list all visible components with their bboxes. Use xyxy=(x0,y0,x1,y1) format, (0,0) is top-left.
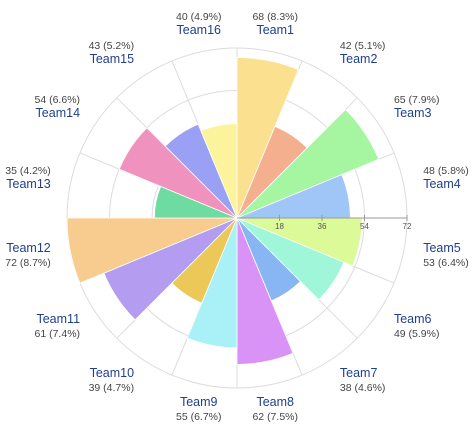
value-label-team13: 35 (4.2%) xyxy=(5,165,51,177)
slice-team3 xyxy=(236,108,380,219)
category-label-team12: Team12 xyxy=(6,241,51,255)
radial-tick-label: 54 xyxy=(360,222,369,231)
slice-team15 xyxy=(164,123,238,219)
value-label-team9: 55 (6.7%) xyxy=(176,411,222,423)
value-label-team2: 42 (5.1%) xyxy=(340,40,386,52)
value-label-team12: 72 (8.7%) xyxy=(5,257,51,269)
slice-team1 xyxy=(236,57,299,219)
value-label-team8: 62 (7.5%) xyxy=(252,411,298,423)
slice-team8 xyxy=(236,217,294,365)
value-label-team6: 49 (5.9%) xyxy=(394,328,440,340)
slice-layer xyxy=(66,57,380,365)
slice-team12 xyxy=(66,217,238,284)
radial-tick-label: 18 xyxy=(275,222,284,231)
slice-team9 xyxy=(186,217,238,349)
category-label-team15: Team15 xyxy=(90,52,135,66)
value-label-team16: 40 (4.9%) xyxy=(176,11,222,23)
slice-team6 xyxy=(236,217,345,301)
category-label-team9: Team9 xyxy=(180,395,218,409)
category-label-team13: Team13 xyxy=(6,177,51,191)
value-label-team3: 65 (7.9%) xyxy=(394,94,440,106)
category-label-team3: Team3 xyxy=(394,106,432,120)
category-label-team16: Team16 xyxy=(177,23,222,37)
category-label-team7: Team7 xyxy=(340,366,378,380)
value-label-team11: 61 (7.4%) xyxy=(35,328,81,340)
value-label-team15: 43 (5.2%) xyxy=(89,40,135,52)
category-label-team10: Team10 xyxy=(90,366,135,380)
category-label-team11: Team11 xyxy=(36,312,80,326)
category-label-team1: Team1 xyxy=(256,23,294,37)
value-label-team1: 68 (8.3%) xyxy=(252,11,298,23)
value-label-team10: 39 (4.7%) xyxy=(89,382,135,394)
axis-layer: 18 36 54 72 xyxy=(237,215,412,231)
radial-tick-label: 36 xyxy=(318,222,327,231)
radial-tick-label: 72 xyxy=(403,222,412,231)
value-label-team7: 38 (4.6%) xyxy=(340,382,386,394)
category-label-team4: Team4 xyxy=(423,177,461,191)
category-label-team6: Team6 xyxy=(394,312,432,326)
value-label-team4: 48 (5.8%) xyxy=(423,165,469,177)
category-label-team8: Team8 xyxy=(256,395,294,409)
category-label-team5: Team5 xyxy=(423,241,461,255)
slice-team14 xyxy=(118,127,238,219)
category-label-team14: Team14 xyxy=(36,106,81,120)
value-label-team5: 53 (6.4%) xyxy=(423,257,469,269)
category-label-team2: Team2 xyxy=(340,52,378,66)
slice-team16 xyxy=(200,123,238,219)
value-label-team14: 54 (6.6%) xyxy=(35,94,81,106)
